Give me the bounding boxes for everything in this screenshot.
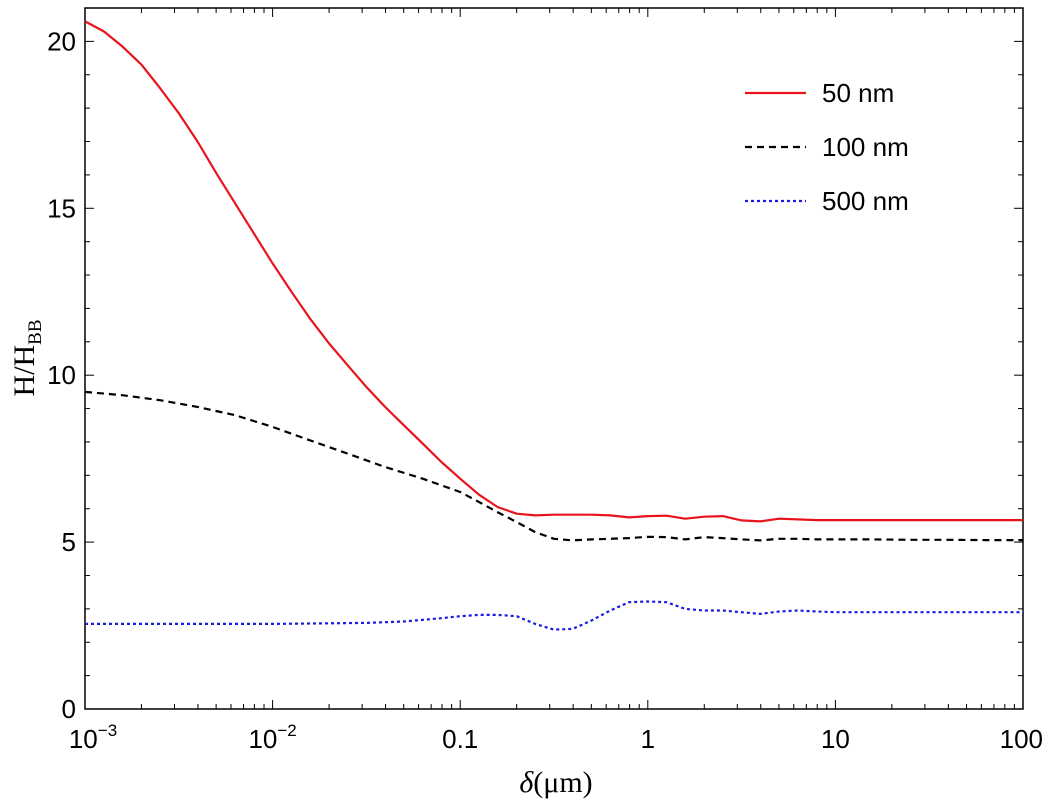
x-axis-label-symbol: δ bbox=[519, 766, 534, 799]
y-axis-label-subscript: BB bbox=[25, 319, 46, 344]
y-tick-label: 15 bbox=[47, 193, 76, 223]
x-tick-label: 100 bbox=[1000, 724, 1043, 754]
x-tick-label-exponent: −2 bbox=[277, 721, 296, 740]
axis-ticks bbox=[84, 7, 1024, 710]
x-tick-label: 10−2 bbox=[248, 721, 296, 754]
legend: 50 nm 100 nm 500 nm bbox=[745, 78, 909, 216]
y-axis-label-main: H/H bbox=[8, 345, 41, 397]
series-line-500nm bbox=[85, 600, 1023, 631]
x-axis-label-unit: (μm) bbox=[533, 766, 592, 799]
x-tick-label: 10 bbox=[821, 724, 850, 754]
x-tick-label: 0.1 bbox=[442, 724, 478, 754]
plot-frame bbox=[84, 7, 1024, 710]
x-tick-label-base: 10 bbox=[248, 724, 277, 754]
x-tick-label: 10−3 bbox=[69, 721, 117, 754]
legend-label-50nm: 50 nm bbox=[822, 78, 894, 108]
y-tick-label: 5 bbox=[62, 527, 76, 557]
series-line-50nm bbox=[84, 20, 1023, 523]
x-tick-label: 1 bbox=[641, 724, 655, 754]
y-tick-label: 20 bbox=[47, 26, 76, 56]
series-line-100nm bbox=[84, 390, 1023, 542]
x-axis-label: δ(μm) bbox=[519, 766, 592, 799]
y-axis-label: H/HBB bbox=[8, 319, 46, 396]
x-tick-label-base: 10 bbox=[69, 724, 98, 754]
legend-label-100nm: 100 nm bbox=[822, 132, 909, 162]
series-layer bbox=[84, 20, 1023, 631]
x-tick-label-exponent: −3 bbox=[98, 721, 117, 740]
y-tick-label: 10 bbox=[47, 360, 76, 390]
legend-label-500nm: 500 nm bbox=[822, 186, 909, 216]
y-tick-label: 0 bbox=[62, 694, 76, 724]
